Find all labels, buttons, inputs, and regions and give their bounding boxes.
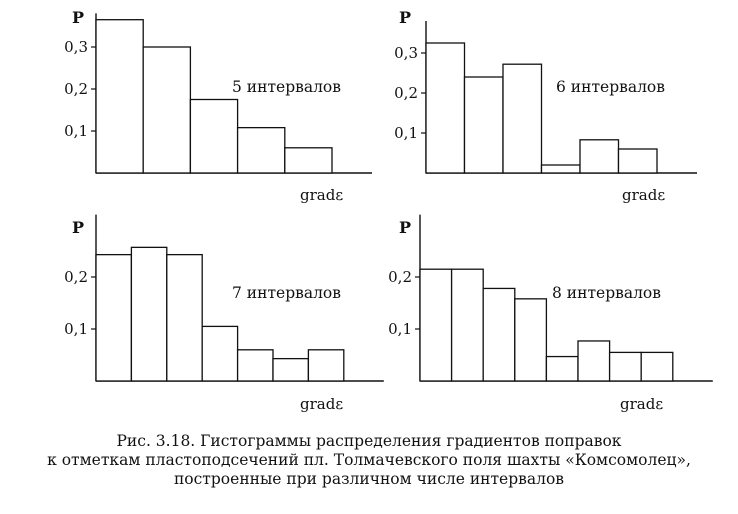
interval-count-annotation: 5 интервалов [232,78,341,96]
histogram-bar [236,126,286,174]
y-axis-label: P [72,218,84,237]
y-tick-label: 0,1 [388,320,412,338]
histogram-bar [201,325,239,382]
histogram-bar [545,355,579,382]
y-tick-label: 0,1 [64,320,88,338]
figure-caption: Рис. 3.18. Гистограммы распределения гра… [0,432,738,489]
interval-count-annotation: 7 интервалов [232,284,341,302]
y-tick-label: 0,2 [64,268,88,286]
histogram-bar [579,139,620,174]
histogram-bar [95,19,144,174]
y-tick-label: 0,1 [394,124,418,142]
x-axis-label: gradε [300,186,343,204]
histogram-bar [142,46,192,174]
y-tick-label: 0,3 [394,44,418,62]
histogram-bar [130,246,168,382]
y-tick-label: 0,2 [64,80,88,98]
caption-line-2: к отметкам пластоподсечений пл. Толмачев… [47,451,691,469]
histogram-bar [272,357,310,382]
histogram-bar [284,147,333,174]
y-axis-label: P [399,8,411,27]
y-tick-label: 0,2 [394,84,418,102]
histogram-bar [166,253,203,382]
histogram-bar [502,63,543,174]
interval-count-annotation: 6 интервалов [556,78,665,96]
x-axis-label: gradε [620,395,663,413]
histogram-bar [419,268,453,382]
histogram-bar [577,340,611,382]
y-tick-label: 0,2 [388,268,412,286]
y-tick-label: 0,1 [64,122,88,140]
caption-line-3: построенные при различном числе интервал… [173,470,565,488]
x-axis-label: gradε [300,395,343,413]
histogram-bar [189,98,239,174]
histogram-bar [514,298,548,382]
histogram-bar [608,351,642,382]
histogram-bar [482,287,516,382]
histogram-bar [640,351,674,382]
histogram-bar [617,148,658,174]
histogram-bar [450,268,484,382]
histogram-bar [425,42,466,174]
histogram-bar [95,253,133,382]
histogram-bar [236,349,274,382]
interval-count-annotation: 8 интервалов [552,284,661,302]
y-tick-label: 0,3 [64,38,88,56]
histogram-bar [463,76,504,174]
y-axis-label: P [72,8,84,27]
y-axis-label: P [399,218,411,237]
histogram-bar [307,349,345,382]
caption-line-1: Рис. 3.18. Гистограммы распределения гра… [116,432,622,450]
x-axis-label: gradε [622,186,665,204]
histogram-bar [540,164,581,174]
